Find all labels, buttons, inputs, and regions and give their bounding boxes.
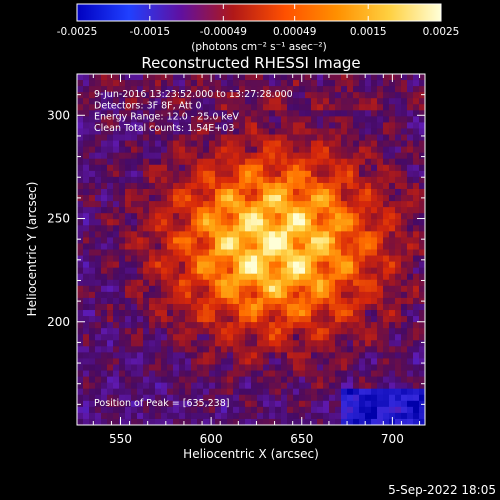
y-tick-label: 250 [47,212,70,226]
annotation-block: 9-Jun-2016 13:23:52.000 to 13:27:28.000D… [94,89,293,134]
plot-frame [76,73,426,426]
y-tick-label: 300 [47,108,70,122]
annotation-line: Energy Range: 12.0 - 25.0 keV [94,112,239,123]
axis-ticks: 550 600 650 700 200 250 300 [47,73,425,446]
colorbar-tick-label: 0.00049 [273,26,316,38]
heatmap-image [77,74,425,425]
colorbar [76,3,442,22]
annotation-line: 9-Jun-2016 13:23:52.000 to 13:27:28.000 [94,89,293,100]
colorbar-tick-label: 0.0025 [423,26,460,38]
y-axis-label: Heliocentric Y (arcsec) [25,182,39,317]
footer-date: 5-Sep-2022 18:05 [388,483,496,497]
annotation-line: Detectors: 3F 8F, Att 0 [94,100,202,111]
colorbar-unit-label: (photons cm⁻² s⁻¹ asec⁻²) [191,41,326,53]
x-tick-label: 700 [381,432,404,446]
x-tick-label: 600 [200,432,223,446]
y-tick-label: 200 [47,315,70,329]
colorbar-ticks: -0.0025 -0.0015 -0.00049 0.00049 0.0015 0.002… [57,4,460,38]
peak-position-label: Position of Peak = [635,238] [94,398,229,409]
colorbar-tick-label: 0.0015 [350,26,387,38]
colorbar-tick-label: -0.0015 [130,26,171,38]
annotation-line: Clean Total counts: 1.54E+03 [94,123,234,134]
colorbar-tick-label: -0.00049 [200,26,247,38]
chart-title: Reconstructed RHESSI Image [141,54,360,72]
colorbar-tick-label: -0.0025 [57,26,98,38]
x-tick-label: 650 [290,432,313,446]
x-axis-label: Heliocentric X (arcsec) [183,447,319,461]
x-tick-label: 550 [109,432,132,446]
